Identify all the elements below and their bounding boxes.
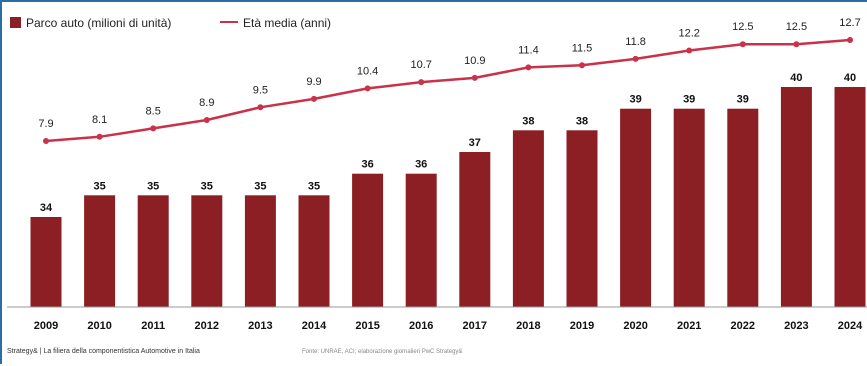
bar-2024	[834, 87, 866, 307]
line-point-2011	[150, 125, 157, 132]
line-label-2011: 8.5	[146, 105, 161, 117]
line-point-2015	[364, 85, 371, 92]
x-tick-2023: 2023	[784, 320, 808, 332]
bar-label-2014: 35	[308, 180, 320, 192]
line-label-2015: 10.4	[357, 65, 378, 77]
x-tick-2019: 2019	[570, 320, 594, 332]
line-label-2022: 12.5	[732, 21, 753, 33]
line-point-2024	[847, 37, 853, 43]
bar-label-2023: 40	[790, 72, 802, 84]
x-tick-2020: 2020	[623, 320, 647, 332]
footer-right: Fonte: UNRAE, ACI; elaborazione giornali…	[302, 349, 462, 355]
bar-series: 34 35 35 35 35 35 36 36 37 38 38 39 39 39 40 40	[30, 72, 866, 307]
x-tick-2011: 2011	[141, 320, 165, 332]
line-point-2019	[579, 62, 585, 69]
line-point-2023	[793, 41, 800, 48]
bar-label-2010: 35	[93, 180, 105, 192]
bar-2023	[780, 87, 812, 307]
line-label-2023: 12.5	[786, 21, 807, 33]
x-tick-2024: 2024	[838, 320, 863, 332]
bar-2019	[566, 130, 598, 307]
line-point-2010	[96, 133, 103, 140]
line-label-2020: 11.8	[625, 36, 646, 48]
x-tick-2016: 2016	[409, 320, 433, 332]
line-label-2018: 11.4	[518, 44, 539, 56]
line-label-2019: 11.5	[572, 42, 593, 54]
line-label-2014: 9.9	[306, 76, 321, 88]
x-tick-2021: 2021	[677, 320, 701, 332]
line-label-2009: 7.9	[38, 118, 53, 130]
bar-label-2022: 39	[737, 94, 749, 106]
line-point-2014	[311, 95, 317, 102]
bar-2018	[512, 130, 544, 307]
footer-left: Strategy& | La filiera della componentis…	[7, 348, 200, 355]
line-label-2010: 8.1	[92, 114, 107, 126]
bar-2021	[673, 108, 705, 307]
age-line	[45, 38, 851, 143]
x-tick-2017: 2017	[463, 320, 487, 332]
line-point-2017	[471, 74, 478, 81]
bar-label-2013: 35	[254, 180, 266, 192]
line-point-2021	[686, 47, 693, 54]
x-tick-2012: 2012	[195, 320, 219, 332]
line-point-2009	[43, 138, 49, 144]
bar-2016	[405, 173, 437, 307]
line-point-2013	[257, 104, 264, 111]
line-label-2024: 12.7	[839, 17, 860, 29]
bar-2013	[244, 195, 276, 307]
bar-2014	[298, 195, 330, 307]
bar-2012	[191, 195, 223, 307]
legend-label-line: Età media (anni)	[243, 16, 331, 30]
bar-label-2015: 36	[361, 159, 373, 171]
x-tick-2015: 2015	[355, 320, 379, 332]
bar-label-2016: 36	[415, 159, 427, 171]
bar-2011	[137, 195, 169, 307]
line-label-2012: 8.9	[199, 97, 214, 109]
bar-label-2017: 37	[469, 137, 481, 149]
bar-label-2012: 35	[201, 180, 213, 192]
legend-label-bar: Parco auto (milioni di unità)	[26, 16, 171, 30]
x-tick-2014: 2014	[302, 320, 327, 332]
line-label-2013: 9.5	[253, 84, 268, 96]
x-tick-2022: 2022	[731, 320, 755, 332]
line-point-2022	[739, 41, 746, 48]
bar-label-2011: 35	[147, 180, 159, 192]
line-point-2020	[632, 55, 639, 62]
bar-label-2020: 39	[629, 94, 641, 106]
x-tick-2010: 2010	[87, 320, 111, 332]
bar-label-2024: 40	[844, 72, 856, 84]
bar-label-2021: 39	[683, 94, 695, 106]
bar-label-2019: 38	[576, 115, 588, 127]
line-point-2012	[203, 117, 210, 123]
bar-2015	[352, 173, 384, 307]
bar-2020	[620, 108, 652, 307]
bar-label-2009: 34	[40, 202, 53, 214]
x-tick-2013: 2013	[248, 320, 272, 332]
line-point-2018	[525, 64, 532, 71]
bar-2017	[459, 152, 491, 307]
line-point-2016	[418, 79, 425, 86]
bar-2010	[84, 195, 116, 307]
x-tick-2009: 2009	[34, 320, 58, 332]
x-axis-ticks: 2009 2010 2011 2012 2013 2014 2015 2016 2017 2018…	[34, 320, 863, 332]
chart-legend: Parco auto (milioni di unità) Età media …	[10, 16, 331, 30]
line-label-2021: 12.2	[678, 28, 699, 40]
bar-2009	[30, 217, 62, 307]
line-series: 7.9 8.1 8.5 8.9 9.5 9.9 10.4 10.7 10.9 11.4 11.5 11…	[38, 17, 861, 144]
line-label-2016: 10.7	[410, 59, 431, 71]
bar-label-2018: 38	[522, 115, 534, 127]
line-label-2017: 10.9	[464, 55, 485, 67]
legend-swatch-bar	[10, 17, 21, 28]
x-tick-2018: 2018	[516, 320, 540, 332]
bar-2022	[727, 108, 759, 307]
